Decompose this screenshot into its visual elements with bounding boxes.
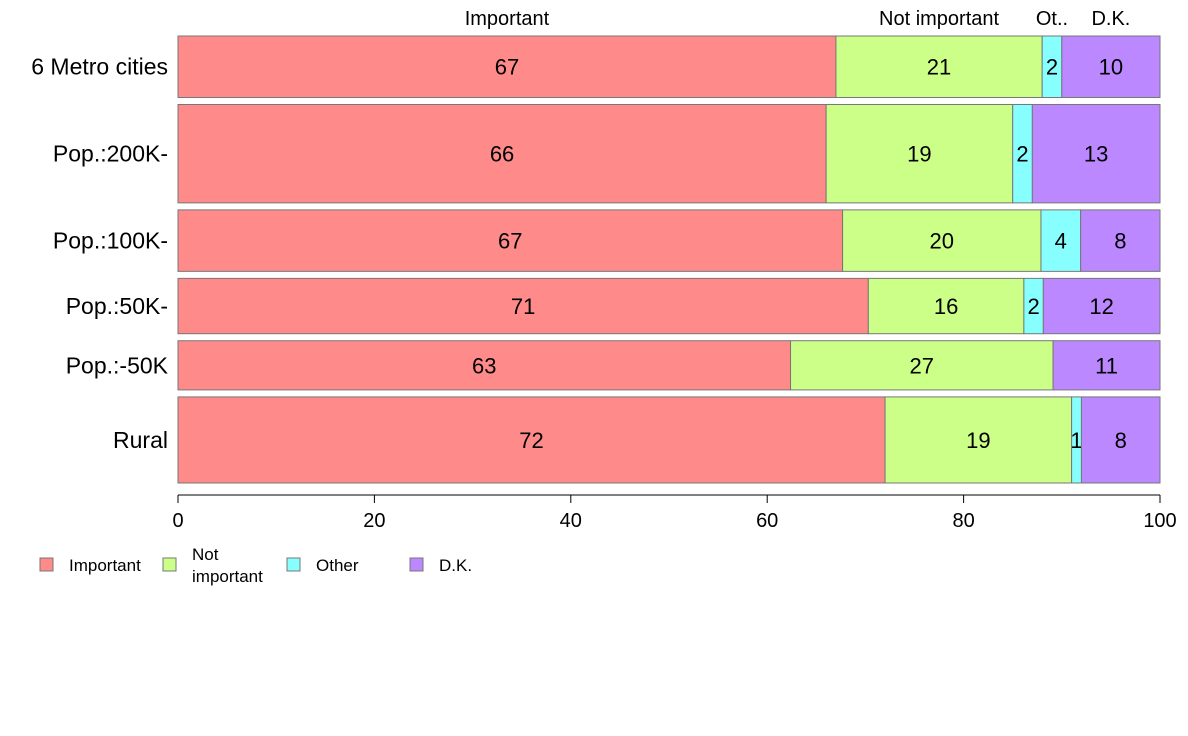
- bar-segment: [1042, 277, 1161, 335]
- legend-item: D.K.: [409, 556, 472, 575]
- bar-segment: [1061, 35, 1161, 98]
- legend-label: Not: [192, 545, 219, 564]
- data-label: 19: [907, 142, 931, 167]
- bar-segment: [177, 209, 844, 272]
- data-label: 67: [495, 55, 519, 80]
- bar-segment: [177, 103, 827, 204]
- legend-label: Other: [316, 556, 359, 575]
- bar-segment: [177, 340, 792, 391]
- bar-segment: [1031, 103, 1161, 204]
- category-label: Rural: [113, 427, 168, 453]
- legend-swatch: [409, 557, 424, 572]
- top-series-label: Not important: [879, 8, 999, 30]
- bar-row: 72 19 1 8: [177, 396, 1161, 484]
- data-label: 19: [966, 428, 990, 453]
- legend-item: Important: [39, 556, 141, 575]
- legend-label: Important: [69, 556, 141, 575]
- legend-swatch: [162, 557, 177, 572]
- x-tick-label: 80: [952, 510, 974, 532]
- bar-segment: [1040, 209, 1082, 272]
- data-label: 2: [1046, 55, 1058, 80]
- category-label: Pop.:200K-: [53, 141, 168, 167]
- data-label: 71: [511, 294, 535, 319]
- top-series-label: Important: [465, 8, 550, 30]
- data-label: 16: [934, 294, 958, 319]
- category-label: 6 Metro cities: [31, 54, 168, 80]
- data-label: 12: [1089, 294, 1113, 319]
- data-label: 4: [1055, 229, 1067, 254]
- legend-swatch: [286, 557, 301, 572]
- data-label: 2: [1016, 142, 1028, 167]
- bar-row: 71 16 2 12: [177, 277, 1161, 335]
- bar-segment: [1080, 396, 1161, 484]
- bar-row: 67 21 2 10: [177, 35, 1161, 98]
- top-series-label: D.K.: [1091, 8, 1130, 30]
- legend-label: D.K.: [439, 556, 472, 575]
- legend-item: Other: [286, 556, 359, 575]
- data-label: 63: [472, 353, 496, 378]
- data-label: 27: [910, 353, 934, 378]
- bar-segment: [835, 35, 1043, 98]
- data-label: 72: [519, 428, 543, 453]
- bar-segment: [1080, 209, 1161, 272]
- data-label: 67: [498, 229, 522, 254]
- data-label: 10: [1099, 55, 1123, 80]
- bar-segment: [177, 277, 869, 335]
- category-label: Pop.:100K-: [53, 228, 168, 254]
- category-label: Pop.:-50K: [66, 352, 169, 378]
- data-label: 8: [1114, 229, 1126, 254]
- bar-segment: [177, 396, 886, 484]
- data-label: 20: [930, 229, 954, 254]
- legend-item: Not important: [162, 545, 263, 586]
- bar-row: 67 20 4 8: [177, 209, 1161, 272]
- x-tick-label: 60: [756, 510, 778, 532]
- bar-segment: [842, 209, 1042, 272]
- bar-segment: [825, 103, 1014, 204]
- data-label: 1: [1070, 428, 1082, 453]
- data-label: 11: [1095, 353, 1118, 378]
- legend-label: important: [192, 567, 263, 586]
- bar-segment: [177, 35, 837, 98]
- category-label: Pop.:50K-: [66, 293, 168, 319]
- data-label: 21: [927, 55, 951, 80]
- bar-segment: [790, 340, 1054, 391]
- data-label: 2: [1027, 294, 1039, 319]
- x-tick-label: 100: [1143, 510, 1176, 532]
- bar-segment: [867, 277, 1025, 335]
- x-tick-label: 40: [560, 510, 582, 532]
- data-label: 8: [1115, 428, 1127, 453]
- bar-row: 63 27 11: [177, 340, 1161, 391]
- bar-row: 66 19 2 13: [177, 103, 1161, 204]
- x-tick-label: 20: [363, 510, 385, 532]
- data-label: 13: [1084, 142, 1108, 167]
- bar-segment: [1052, 340, 1161, 391]
- top-series-label: Ot..: [1036, 8, 1068, 30]
- x-tick-label: 0: [172, 510, 183, 532]
- data-label: 66: [490, 142, 514, 167]
- legend-swatch: [39, 557, 54, 572]
- bar-segment: [884, 396, 1073, 484]
